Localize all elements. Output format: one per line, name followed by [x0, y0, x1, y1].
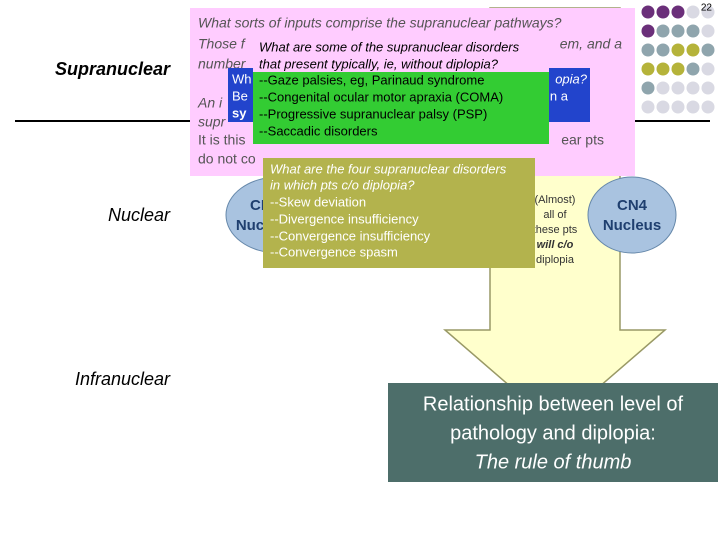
level-label: Nuclear	[108, 205, 171, 225]
cn4-nucleus	[587, 176, 677, 254]
pink-text: Those f	[198, 36, 247, 52]
olive-box	[263, 158, 535, 268]
dot	[656, 100, 670, 114]
summary-text: Relationship between level of	[423, 393, 684, 415]
dot	[686, 81, 700, 95]
arrow-text: all of	[543, 209, 567, 221]
green-item: --Gaze palsies, eg, Parinaud syndrome	[259, 72, 484, 87]
green-item: --Congenital ocular motor apraxia (COMA)	[259, 89, 503, 104]
dot	[686, 100, 700, 114]
page-number: 22	[701, 3, 713, 14]
dot	[641, 81, 655, 95]
dot	[701, 24, 715, 38]
dot	[671, 5, 685, 19]
pink-text: What sorts of inputs comprise the supran…	[198, 15, 562, 31]
pink-text: em, and a	[560, 36, 622, 52]
pink-text: supr	[198, 114, 227, 130]
cn4-label: CN4	[617, 197, 648, 214]
dot	[671, 24, 685, 38]
blue-text: Be	[232, 88, 248, 103]
dot	[701, 100, 715, 114]
level-label: Supranuclear	[55, 59, 171, 79]
dot	[686, 43, 700, 57]
dot	[671, 81, 685, 95]
dot	[641, 24, 655, 38]
dot	[641, 62, 655, 76]
level-label: Infranuclear	[75, 369, 171, 389]
arrow-text: will c/o	[537, 239, 574, 251]
dot	[671, 100, 685, 114]
blue-text: n a	[550, 88, 569, 103]
arrow-text: these pts	[533, 224, 578, 236]
dot	[701, 81, 715, 95]
dot	[671, 62, 685, 76]
olive-item: --Convergence insufficiency	[270, 228, 431, 243]
dot	[686, 62, 700, 76]
olive-item: --Skew deviation	[270, 194, 366, 209]
dot	[656, 81, 670, 95]
dot	[641, 43, 655, 57]
summary-box	[388, 383, 718, 482]
label-bg	[6, 52, 176, 88]
dot	[671, 43, 685, 57]
dot	[686, 5, 700, 19]
arrow-text: (Almost)	[535, 194, 576, 206]
dot-grid	[641, 5, 715, 114]
green-item: --Saccadic disorders	[259, 123, 378, 138]
blue-text: Wh	[232, 71, 252, 86]
dot	[701, 43, 715, 57]
dot	[686, 24, 700, 38]
pink-text: number	[198, 56, 247, 72]
pink-text: do not co	[198, 151, 256, 167]
dot	[656, 5, 670, 19]
olive-item: --Divergence insufficiency	[270, 211, 419, 226]
olive-item: --Convergence spasm	[270, 244, 398, 259]
blue-text: opia?	[555, 71, 588, 86]
green-question: What are some of the supranuclear disord…	[259, 39, 520, 54]
green-box	[253, 72, 549, 144]
summary-text: pathology and diplopia:	[450, 422, 656, 444]
summary-text: The rule of thumb	[475, 451, 632, 473]
pink-text: An i	[197, 95, 223, 111]
dot	[656, 43, 670, 57]
green-question: that present typically, ie, without dipl…	[259, 56, 499, 71]
dot	[656, 24, 670, 38]
olive-question: in which pts c/o diplopia?	[270, 177, 415, 192]
dot	[641, 100, 655, 114]
cn4-label: Nucleus	[603, 217, 661, 234]
dot	[701, 5, 715, 19]
arrow-text: diplopia	[536, 254, 575, 266]
dot	[701, 62, 715, 76]
olive-question: What are the four supranuclear disorders	[270, 161, 507, 176]
pink-text: ear pts	[561, 132, 604, 148]
green-item: --Progressive supranuclear palsy (PSP)	[259, 106, 487, 121]
dot	[656, 62, 670, 76]
dot	[641, 5, 655, 19]
blue-text: sy	[232, 105, 247, 120]
pink-text: It is this	[198, 132, 245, 148]
